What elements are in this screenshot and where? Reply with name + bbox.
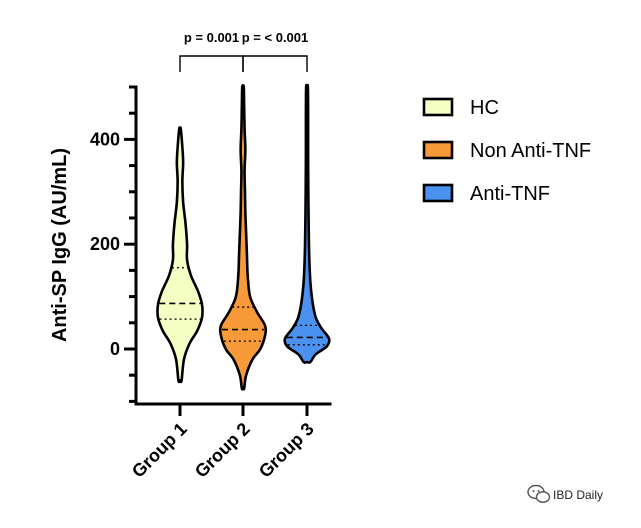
- violin-1: [156, 126, 204, 384]
- violin-3: [283, 83, 331, 364]
- legend-label: Anti-TNF: [470, 183, 550, 205]
- legend-entry: HC: [422, 97, 499, 119]
- violin-shape: [283, 83, 331, 364]
- y-tick-label: 400: [90, 129, 120, 149]
- legend: HC Non Anti-TNF Anti-TNF: [422, 97, 591, 205]
- legend-swatch: [422, 97, 454, 117]
- p-value-label: p = < 0.001: [242, 30, 309, 45]
- violin-2: [218, 84, 268, 391]
- bracket-1: p = 0.001: [179, 30, 244, 72]
- violins: [156, 83, 331, 391]
- violin-shape: [218, 84, 268, 391]
- x-tick-label: Group 2: [191, 419, 254, 482]
- legend-entry: Non Anti-TNF: [422, 140, 591, 162]
- legend-swatch: [422, 140, 454, 160]
- watermark-text: IBD Daily: [553, 488, 603, 502]
- legend-label: Non Anti-TNF: [470, 140, 591, 162]
- y-axis: 0 200 400: [90, 85, 138, 406]
- watermark: IBD Daily: [527, 484, 603, 503]
- y-tick-label: 0: [110, 339, 120, 359]
- legend-entry: Anti-TNF: [422, 183, 550, 205]
- p-value-label: p = 0.001: [184, 30, 239, 45]
- x-tick-label: Group 3: [255, 419, 318, 482]
- legend-swatch: [422, 183, 454, 203]
- legend-label: HC: [470, 97, 499, 119]
- x-tick-label: Group 1: [128, 419, 191, 482]
- y-tick-label: 200: [90, 234, 120, 254]
- significance-brackets: p = 0.001 p = < 0.001: [179, 30, 309, 72]
- wechat-icon: [527, 484, 551, 503]
- x-axis: Group 1 Group 2 Group 3: [128, 402, 332, 482]
- bracket-2: p = < 0.001: [242, 30, 309, 72]
- violin-shape: [156, 126, 204, 384]
- y-axis-label: Anti-SP IgG (AU/mL): [49, 148, 71, 342]
